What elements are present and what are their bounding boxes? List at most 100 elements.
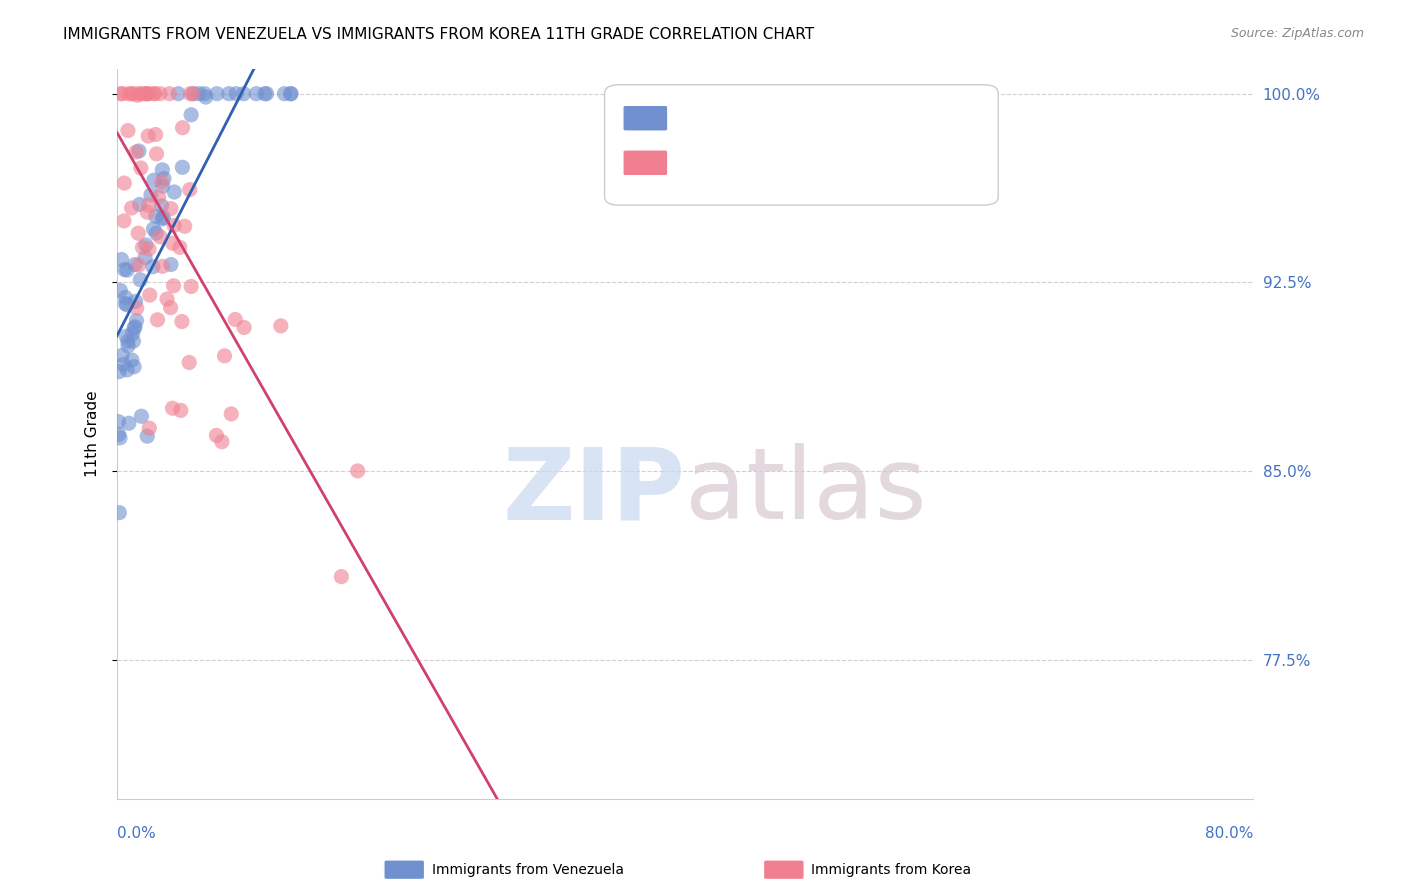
Point (111, 348, 134, 362)
Point (134, 251, 156, 265)
Point (150, 199, 173, 213)
Point (110, 252, 132, 267)
Point (162, 401, 184, 416)
Point (330, 569, 353, 583)
Point (145, 210, 167, 224)
Point (128, 87, 150, 101)
Point (162, 278, 184, 293)
Point (148, 190, 170, 204)
Point (111, 87, 134, 101)
Point (256, 87, 278, 101)
Point (136, 429, 159, 443)
Point (245, 87, 267, 101)
Point (122, 87, 145, 101)
Point (142, 260, 165, 274)
Point (159, 301, 181, 315)
Point (270, 318, 292, 333)
Point (149, 87, 172, 101)
Point (153, 171, 176, 186)
Point (131, 240, 153, 254)
Point (115, 363, 138, 377)
Point (142, 173, 165, 187)
Point (225, 87, 247, 101)
Point (125, 145, 148, 159)
Point (122, 321, 145, 335)
Point (232, 87, 254, 101)
Point (121, 353, 143, 368)
Text: Immigrants from Korea: Immigrants from Korea (811, 863, 972, 877)
Text: atlas: atlas (685, 443, 927, 541)
Point (136, 205, 159, 219)
Point (114, 296, 136, 310)
Point (134, 87, 156, 101)
Point (122, 334, 145, 349)
Point (121, 87, 143, 101)
Point (143, 87, 166, 101)
Point (194, 87, 217, 101)
Point (107, 415, 129, 429)
Text: R =: R = (675, 155, 703, 169)
Point (145, 128, 167, 142)
Point (150, 211, 173, 226)
Point (138, 87, 160, 101)
Point (188, 87, 211, 101)
Point (346, 464, 368, 478)
Point (142, 222, 165, 236)
Point (152, 179, 174, 194)
Point (214, 349, 236, 363)
Point (181, 87, 204, 101)
Point (253, 87, 276, 101)
Point (150, 162, 173, 177)
Point (114, 262, 136, 277)
Point (127, 88, 149, 103)
Point (163, 219, 186, 233)
Point (172, 161, 194, 175)
Point (172, 120, 194, 135)
Point (160, 202, 183, 216)
Point (152, 260, 174, 274)
Point (135, 238, 157, 252)
Point (124, 258, 146, 272)
Point (156, 292, 179, 306)
Point (218, 87, 240, 101)
Point (117, 123, 139, 137)
Point (170, 314, 193, 328)
Point (117, 334, 139, 349)
Point (180, 279, 202, 293)
Text: IMMIGRANTS FROM VENEZUELA VS IMMIGRANTS FROM KOREA 11TH GRADE CORRELATION CHART: IMMIGRANTS FROM VENEZUELA VS IMMIGRANTS … (63, 27, 814, 42)
Point (121, 201, 143, 215)
Point (115, 263, 138, 277)
Point (110, 284, 132, 298)
Point (179, 183, 201, 197)
Point (160, 258, 183, 272)
Point (127, 226, 149, 240)
Point (180, 108, 202, 122)
Point (110, 87, 132, 101)
Point (152, 211, 174, 225)
Point (145, 146, 167, 161)
Text: Immigrants from Venezuela: Immigrants from Venezuela (432, 863, 624, 877)
Point (136, 128, 159, 143)
Point (115, 298, 138, 312)
Point (108, 365, 131, 379)
Point (179, 355, 201, 369)
Point (128, 258, 150, 272)
Text: 0.387: 0.387 (731, 111, 790, 125)
Point (273, 87, 295, 101)
Point (159, 87, 181, 101)
Point (115, 329, 138, 343)
Point (233, 320, 256, 334)
Text: 0.0%: 0.0% (117, 826, 156, 841)
Text: Source: ZipAtlas.com: Source: ZipAtlas.com (1230, 27, 1364, 40)
Point (131, 409, 153, 424)
Point (129, 87, 152, 101)
Point (112, 357, 135, 371)
Text: -0.085: -0.085 (731, 155, 786, 169)
Text: N = 66: N = 66 (851, 111, 904, 125)
Point (125, 313, 148, 327)
Point (129, 273, 152, 287)
Point (169, 240, 191, 254)
Point (173, 219, 195, 234)
Point (149, 230, 172, 244)
Point (167, 87, 190, 101)
